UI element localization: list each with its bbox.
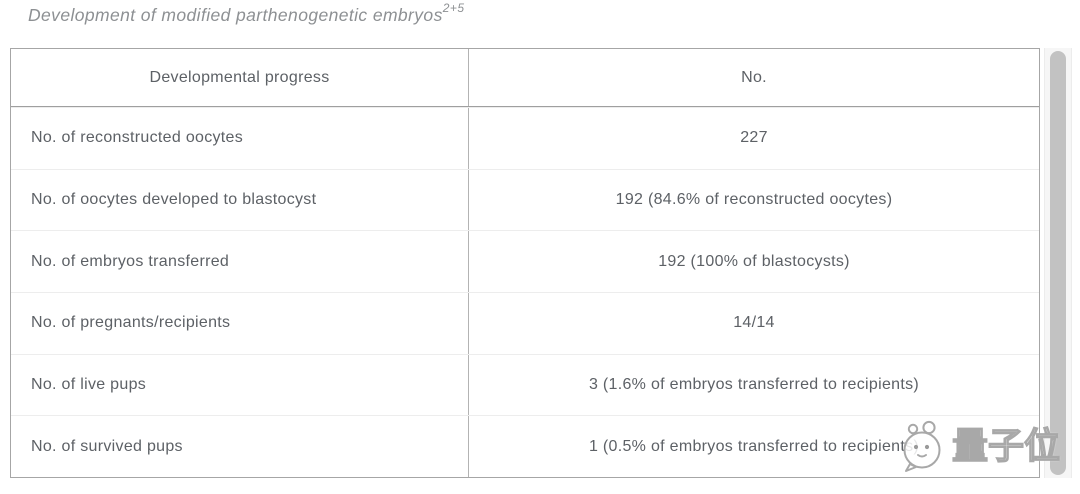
table-header-row: Developmental progress No. bbox=[11, 49, 1039, 107]
row-value: 227 bbox=[740, 129, 768, 147]
column-header-no: No. bbox=[741, 68, 767, 86]
table-row: No. of oocytes developed to blastocyst 1… bbox=[11, 168, 1039, 231]
row-label: No. of embryos transferred bbox=[11, 231, 469, 293]
scrollbar-track[interactable] bbox=[1044, 48, 1072, 478]
row-label: No. of oocytes developed to blastocyst bbox=[11, 169, 469, 231]
row-label: No. of pregnants/recipients bbox=[11, 293, 469, 354]
table-row: No. of survived pups 1 (0.5% of embryos … bbox=[11, 415, 1039, 478]
row-value: 1 (0.5% of embryos transferred to recipi… bbox=[588, 437, 920, 455]
column-header-developmental-progress: Developmental progress bbox=[11, 49, 469, 106]
table-row: No. of reconstructed oocytes 227 bbox=[11, 107, 1039, 169]
row-value: 192 (84.6% of reconstructed oocytes) bbox=[615, 191, 893, 208]
data-table: Developmental progress No. No. of recons… bbox=[10, 48, 1040, 478]
row-label: No. of survived pups bbox=[11, 416, 469, 478]
row-value: 3 (1.6% of embryos transferred to recipi… bbox=[588, 376, 920, 394]
row-label: No. of reconstructed oocytes bbox=[11, 108, 469, 169]
table-caption: Development of modified parthenogenetic … bbox=[28, 1, 465, 26]
row-value: 192 (100% of blastocysts) bbox=[658, 252, 850, 270]
caption-text: Development of modified parthenogenetic … bbox=[28, 4, 443, 25]
scrollbar-thumb[interactable] bbox=[1050, 51, 1066, 475]
table-row: No. of pregnants/recipients 14/14 bbox=[11, 292, 1039, 354]
table-row: No. of embryos transferred 192 (100% of … bbox=[11, 230, 1039, 293]
row-label: No. of live pups bbox=[11, 354, 469, 416]
row-value: 14/14 bbox=[733, 314, 775, 332]
table-row: No. of live pups 3 (1.6% of embryos tran… bbox=[11, 353, 1039, 416]
caption-superscript: 2+5 bbox=[442, 1, 465, 15]
